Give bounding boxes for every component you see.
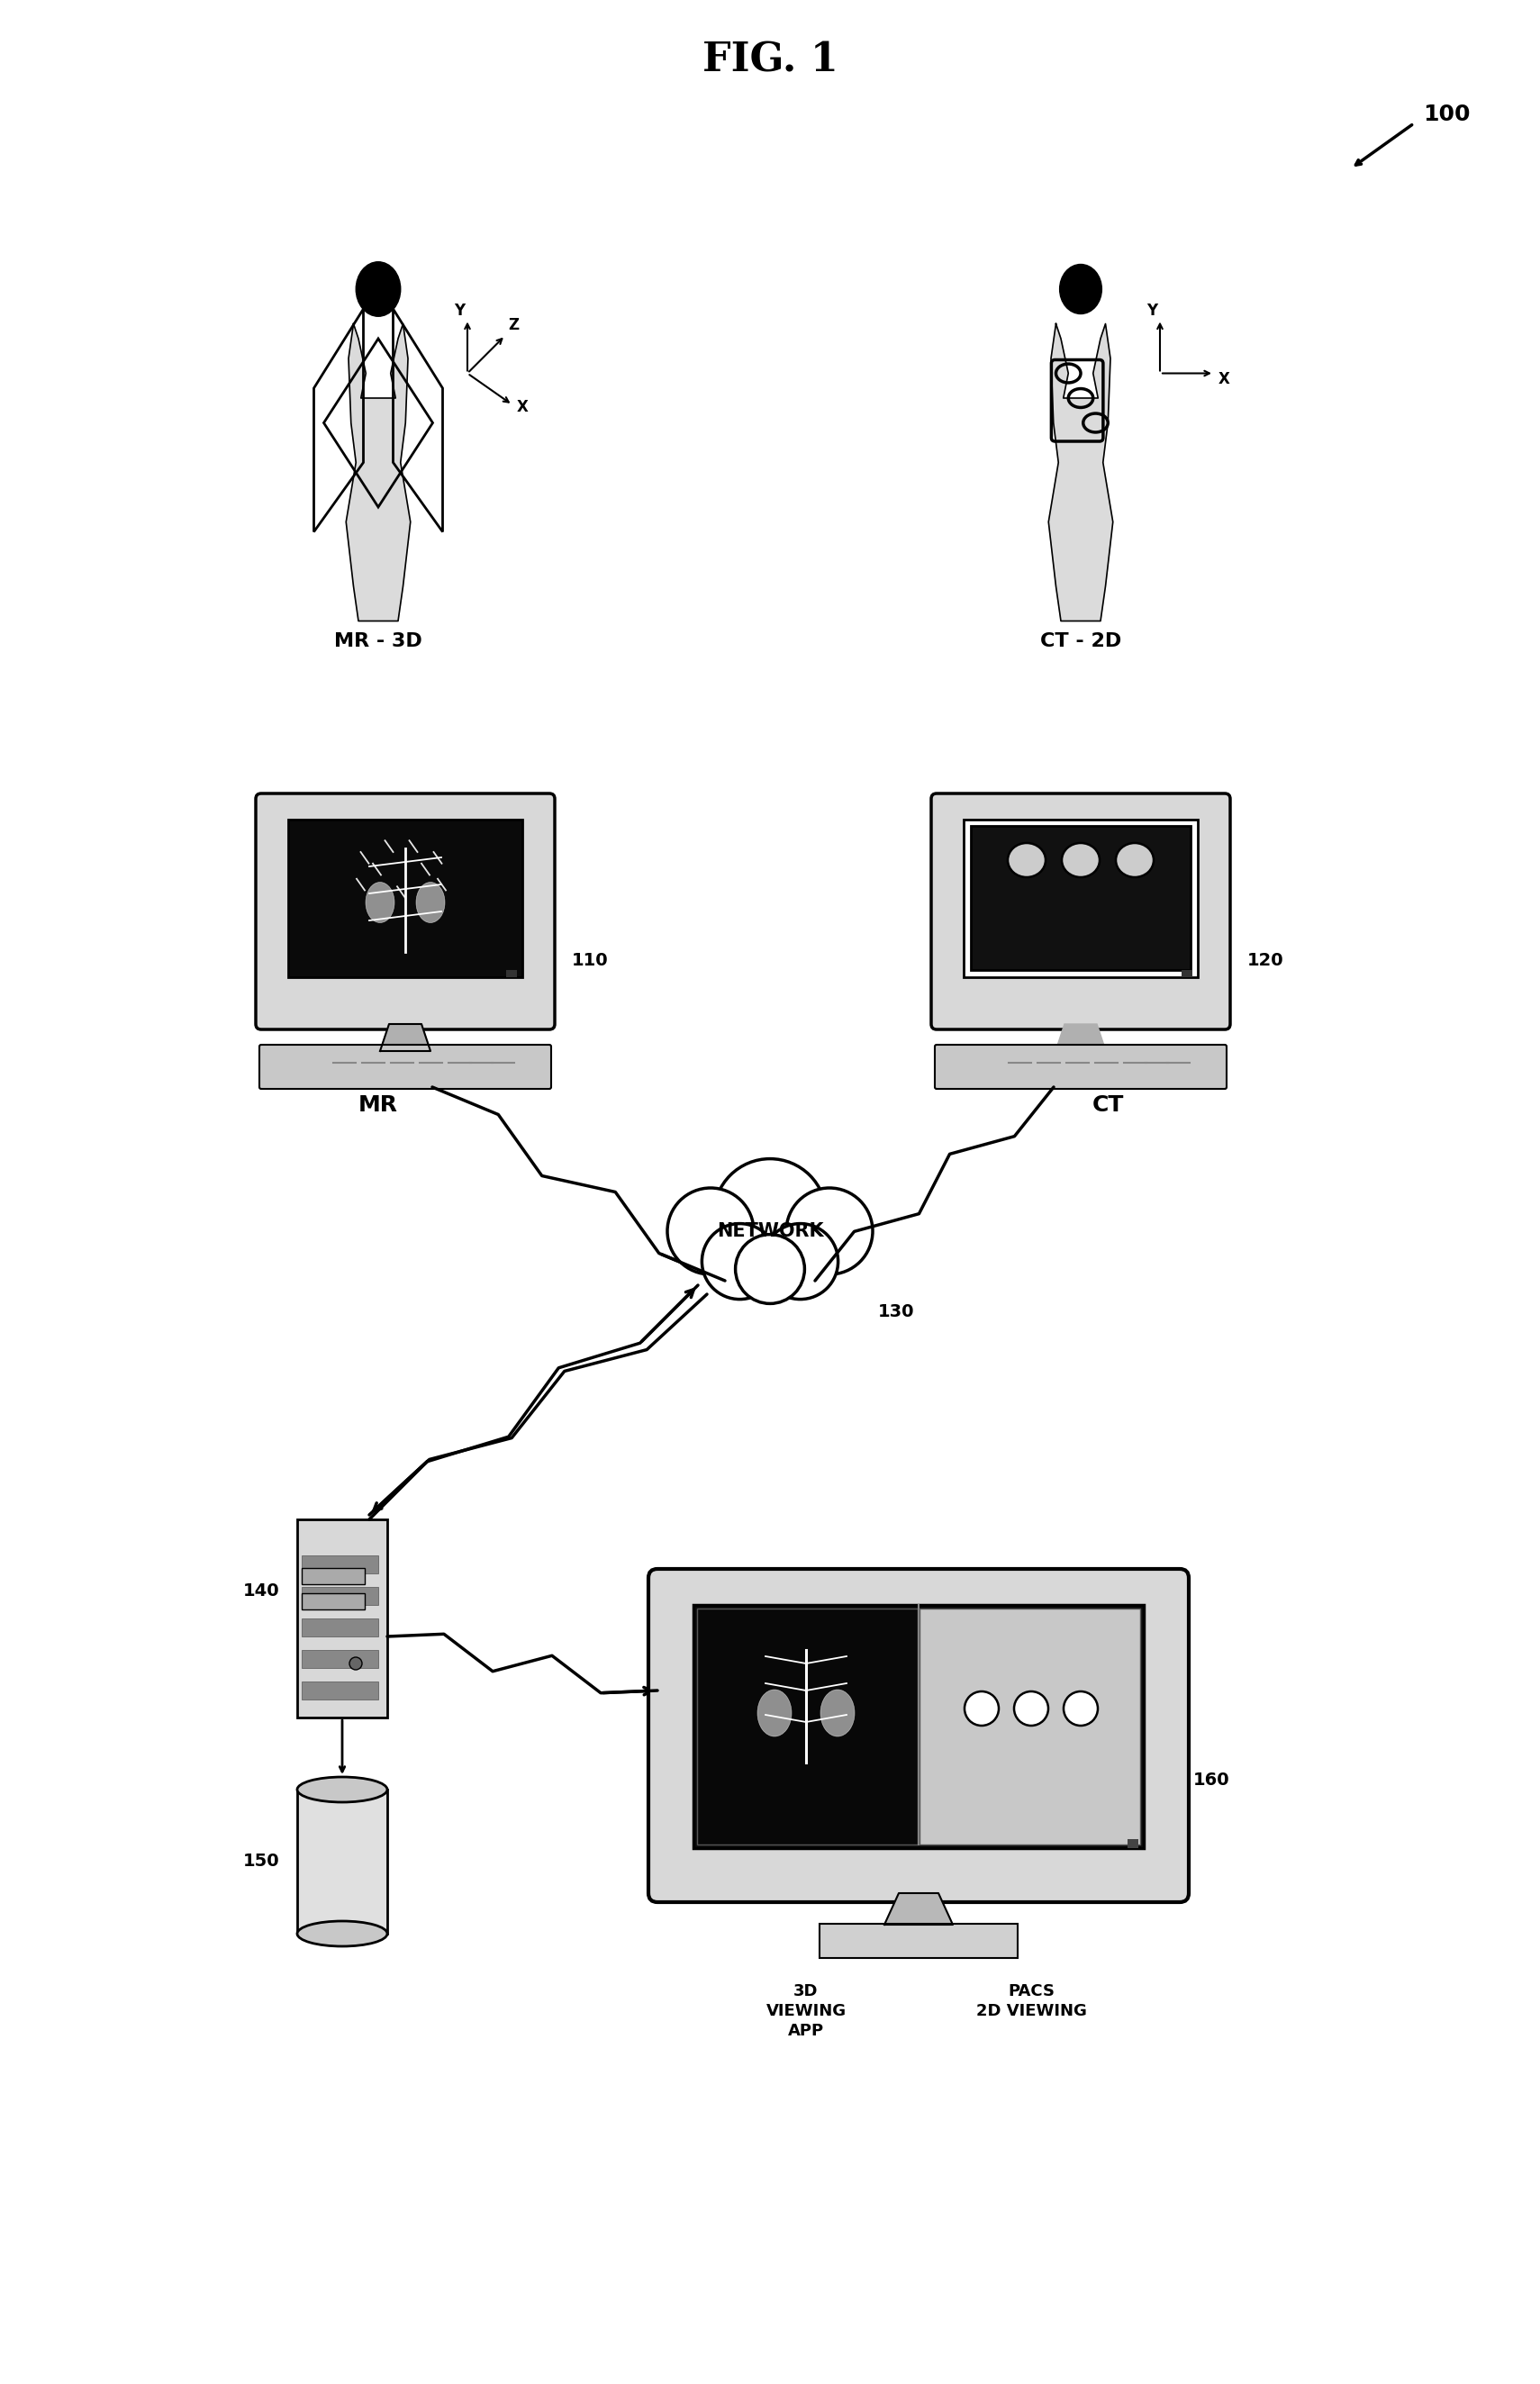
Polygon shape [380, 1025, 431, 1051]
Ellipse shape [758, 1690, 792, 1736]
Text: 160: 160 [1194, 1771, 1230, 1788]
Bar [970, 827, 1190, 970]
Bar [302, 1681, 379, 1700]
Circle shape [702, 1223, 778, 1299]
Text: 100: 100 [1423, 103, 1471, 126]
Bar [297, 1519, 387, 1716]
Text: MR: MR [359, 1094, 397, 1116]
Ellipse shape [1061, 844, 1100, 877]
FancyBboxPatch shape [932, 794, 1230, 1030]
Bar [302, 1619, 379, 1635]
Ellipse shape [356, 262, 400, 317]
Bar [507, 970, 517, 977]
Ellipse shape [1064, 1690, 1098, 1726]
Circle shape [736, 1235, 804, 1304]
Ellipse shape [821, 1690, 855, 1736]
Ellipse shape [1116, 844, 1153, 877]
Text: FIG. 1: FIG. 1 [702, 41, 838, 79]
Bar [919, 1609, 1140, 1845]
Bar [819, 1924, 1018, 1957]
Bar [693, 1604, 1144, 1848]
Bar [302, 1569, 365, 1585]
Polygon shape [346, 324, 411, 620]
Ellipse shape [1013, 1690, 1049, 1726]
FancyBboxPatch shape [648, 1569, 1189, 1902]
Bar [1181, 970, 1192, 977]
FancyBboxPatch shape [256, 794, 554, 1030]
Text: 3D
VIEWING
APP: 3D VIEWING APP [765, 1983, 845, 2038]
Ellipse shape [1060, 265, 1101, 315]
Text: PACS
2D VIEWING: PACS 2D VIEWING [976, 1983, 1087, 2019]
Text: 140: 140 [243, 1583, 279, 1600]
Ellipse shape [297, 1776, 387, 1802]
Text: CT: CT [1092, 1094, 1124, 1116]
Text: 150: 150 [243, 1852, 279, 1869]
Ellipse shape [416, 882, 445, 923]
Bar [302, 1593, 365, 1609]
Circle shape [787, 1187, 873, 1275]
Bar [302, 1554, 379, 1573]
Bar [302, 1650, 379, 1669]
Text: Z: Z [508, 317, 519, 334]
FancyBboxPatch shape [935, 1044, 1226, 1089]
Bar [698, 1609, 918, 1845]
Ellipse shape [365, 882, 394, 923]
Circle shape [667, 1187, 753, 1275]
Circle shape [350, 1657, 362, 1669]
Text: 110: 110 [571, 954, 608, 970]
Text: 120: 120 [1247, 954, 1284, 970]
Text: NETWORK: NETWORK [716, 1223, 824, 1240]
Text: X: X [1218, 372, 1230, 389]
Text: MR - 3D: MR - 3D [334, 632, 422, 651]
Bar [302, 1588, 379, 1604]
Circle shape [762, 1223, 838, 1299]
Bar [297, 1790, 387, 1933]
Polygon shape [1049, 324, 1113, 620]
Text: Y: Y [1146, 303, 1158, 319]
Text: CT - 2D: CT - 2D [1040, 632, 1121, 651]
Text: 130: 130 [878, 1304, 915, 1321]
Bar [964, 820, 1198, 977]
Bar [288, 820, 522, 977]
Text: Y: Y [454, 303, 465, 319]
Ellipse shape [964, 1690, 999, 1726]
Ellipse shape [297, 1922, 387, 1945]
Polygon shape [884, 1893, 953, 1924]
Bar [1127, 1838, 1138, 1848]
Circle shape [715, 1159, 825, 1271]
Ellipse shape [1007, 844, 1046, 877]
Text: X: X [517, 398, 528, 415]
FancyBboxPatch shape [259, 1044, 551, 1089]
Polygon shape [1055, 1025, 1106, 1051]
